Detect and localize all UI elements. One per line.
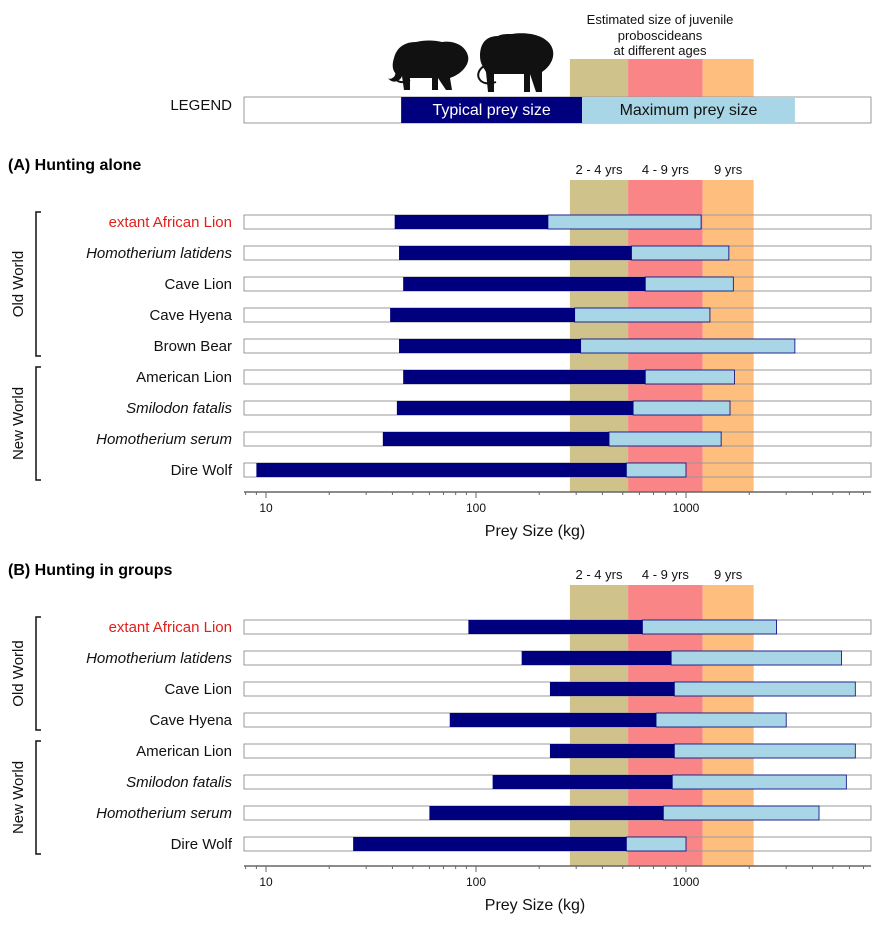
mammoth-icon [388,40,469,90]
bar-maximum [671,774,847,790]
bar-typical [429,806,664,820]
bar-maximum [642,619,777,635]
bar-maximum [574,307,711,323]
age-band-caption: Estimated size of juvenile proboscideans… [587,12,734,58]
legend-maximum-swatch [582,97,795,123]
age-band-header-2 [628,59,703,97]
mastodon-icon [477,33,554,92]
legend-title: LEGEND [170,97,232,114]
bar-typical [353,837,627,851]
x-tick-label: 100 [466,501,486,515]
age-band-label: 9 yrs [714,567,743,582]
bar-maximum [625,462,687,478]
region-label: Old World [10,640,27,706]
bar-maximum [644,369,735,385]
panel-title: (B) Hunting in groups [8,562,173,579]
x-tick-label: 100 [466,875,486,889]
bar-typical [399,339,581,353]
bar-typical [394,215,548,229]
region-bracket [35,366,41,481]
x-tick-label: 1000 [673,875,700,889]
x-axis-title: Prey Size (kg) [485,523,585,540]
bar-maximum [547,214,702,230]
age-band-header-3 [702,59,754,97]
age-band-label: 9 yrs [714,162,743,177]
row-label: extant African Lion [109,214,232,231]
age-band-label: 2 - 4 yrs [576,567,623,582]
row-label: Homotherium latidens [86,245,232,262]
bar-maximum [632,400,731,416]
row-label: Smilodon fatalis [126,774,232,791]
region-label: New World [10,761,27,834]
bar-maximum [673,743,856,759]
region-label: Old World [10,251,27,317]
bar-typical [256,463,627,477]
bar-typical [403,277,646,291]
bar-maximum [644,276,734,292]
row-label: Cave Hyena [149,307,232,324]
age-band-header-1 [569,59,629,97]
row-label: Dire Wolf [171,462,233,479]
legend: LEGEND Typical prey size Maximum prey si… [170,96,872,124]
row-label: Homotherium serum [96,805,232,822]
row-label: Cave Hyena [149,712,232,729]
bar-maximum [625,836,687,852]
bar-typical [521,651,672,665]
region-bracket [35,740,41,855]
row-label: Cave Lion [164,681,232,698]
bar-typical [549,682,675,696]
legend-maximum-label: Maximum prey size [620,102,758,119]
row-label: Brown Bear [154,338,232,355]
row-label: Dire Wolf [171,836,233,853]
bar-typical [468,620,643,634]
region-label: New World [10,387,27,460]
row-label: Cave Lion [164,276,232,293]
x-tick-label: 10 [259,501,273,515]
bar-maximum [673,681,856,697]
x-tick-label: 10 [259,875,273,889]
age-caption-line-3: at different ages [614,43,707,58]
bar-typical [382,432,610,446]
bar-maximum [631,245,730,261]
bar-maximum [662,805,820,821]
x-axis-title: Prey Size (kg) [485,897,585,914]
region-bracket [35,211,41,357]
bar-maximum [580,338,796,354]
bar-typical [549,744,675,758]
panel-title: (A) Hunting alone [8,157,141,174]
bar-typical [390,308,575,322]
age-caption-line-2: proboscideans [618,28,703,43]
bar-typical [449,713,657,727]
row-label: American Lion [136,743,232,760]
row-label: American Lion [136,369,232,386]
row-label: Homotherium latidens [86,650,232,667]
bar-maximum [608,431,722,447]
panel-hunting-alone: (A) Hunting alone 2 - 4 yrs 4 - 9 yrs 9 yrs… [8,157,872,540]
panel-hunting-in-groups: (B) Hunting in groups 2 - 4 yrs 4 - 9 yrs 9… [8,562,872,914]
bar-maximum [655,712,787,728]
bar-typical [399,246,632,260]
bar-typical [492,775,673,789]
bar-maximum [670,650,842,666]
bar-typical [396,401,634,415]
bar-typical [403,370,646,384]
row-label: extant African Lion [109,619,232,636]
age-bands-header [569,59,754,97]
row-label: Smilodon fatalis [126,400,232,417]
age-caption-line-1: Estimated size of juvenile [587,12,734,27]
age-band-label: 4 - 9 yrs [642,162,689,177]
legend-typical-label: Typical prey size [432,102,550,119]
legend-typical-swatch [401,97,583,123]
age-band-label: 2 - 4 yrs [576,162,623,177]
row-label: Homotherium serum [96,431,232,448]
age-band-label: 4 - 9 yrs [642,567,689,582]
x-tick-label: 1000 [673,501,700,515]
region-bracket [35,616,41,731]
